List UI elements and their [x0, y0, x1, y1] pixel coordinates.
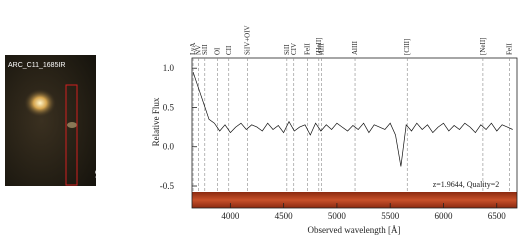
line-label: SiIV+OIV — [243, 25, 251, 55]
line-label: FeII — [506, 43, 514, 55]
line-label: FeII — [304, 43, 312, 55]
line-label: OI — [214, 47, 222, 55]
x-tick-label: 5000 — [328, 211, 347, 221]
thumbnail-score: 9.3 — [95, 166, 111, 181]
x-tick-label: 6500 — [488, 211, 507, 221]
y-tick-label: 0.0 — [163, 142, 175, 152]
line-label: SiII — [283, 44, 291, 55]
spectrum-2d — [192, 192, 517, 208]
x-axis-label: Observed wavelength [Å] — [308, 225, 401, 235]
source — [67, 122, 77, 128]
slit — [65, 84, 78, 186]
thumbnail-image — [5, 55, 96, 186]
line-label: LyA — [189, 43, 197, 55]
spectrum-line — [192, 71, 513, 167]
y-axis-label: Relative Flux — [151, 97, 161, 146]
x-tick-label: 4000 — [221, 211, 240, 221]
annotation: z=1.9644, Quality=2 — [433, 180, 500, 189]
x-tick-label: 6000 — [434, 211, 453, 221]
line-label: [CIII] — [403, 39, 411, 55]
line-label: [NeII] — [479, 38, 487, 56]
line-label: AlIII — [351, 40, 359, 55]
y-tick-label: -0.5 — [160, 181, 175, 191]
line-label: CIV — [290, 43, 298, 55]
line-label: AlII — [317, 43, 325, 55]
x-tick-label: 4500 — [275, 211, 294, 221]
thumbnail: ARC_C11_1685IR 9.3 — [5, 55, 111, 186]
thumbnail-name: ARC_C11_1685IR — [8, 62, 65, 69]
plot-frame — [191, 57, 518, 209]
y-tick-label: 0.5 — [163, 102, 175, 112]
line-label: NV — [194, 45, 202, 55]
line-label: SiII — [201, 44, 209, 55]
line-label: [HeII] — [315, 38, 323, 56]
x-tick-label: 5500 — [381, 211, 400, 221]
line-label: CII — [225, 45, 233, 55]
galaxy — [24, 89, 56, 117]
y-tick-label: 1.0 — [163, 63, 175, 73]
